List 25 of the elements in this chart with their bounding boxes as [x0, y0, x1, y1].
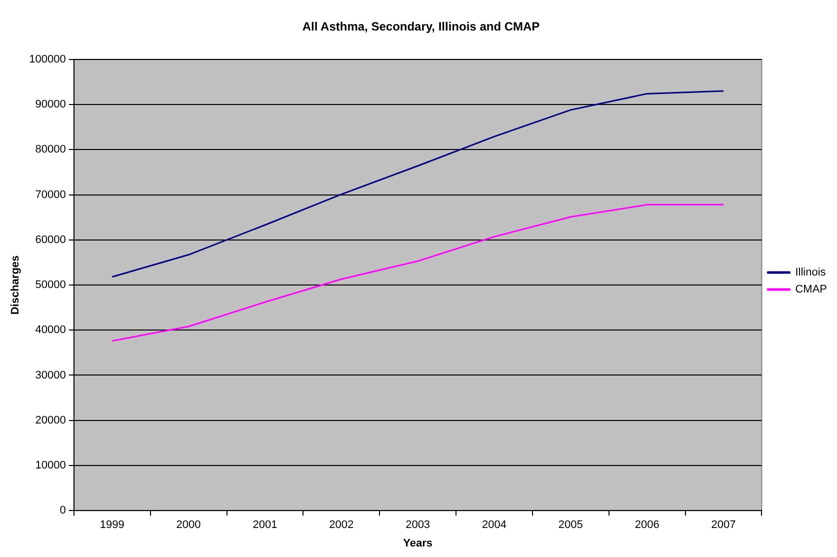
x-axis-title: Years [403, 537, 432, 550]
y-tick-label: 60000 [35, 234, 66, 246]
x-tick-label: 2006 [634, 519, 660, 532]
x-tick-label: 2005 [558, 519, 583, 532]
y-tick-label: 80000 [35, 144, 66, 156]
x-tick-label: 2002 [329, 519, 354, 532]
y-tick-label: 70000 [35, 188, 66, 201]
chart-title: All Asthma, Secondary, Illinois and CMAP [302, 20, 540, 34]
x-tick-label: 2001 [252, 519, 278, 532]
x-tick-label: 1999 [100, 519, 124, 532]
legend-label: Illinois [795, 266, 826, 279]
y-tick-label: 0 [60, 504, 66, 517]
y-tick-label: 20000 [35, 414, 66, 426]
x-tick-label: 2000 [176, 519, 201, 532]
x-tick-label: 2003 [406, 519, 430, 532]
y-tick-label: 100000 [29, 53, 66, 66]
y-tick-label: 50000 [35, 279, 66, 292]
y-tick-label: 30000 [35, 369, 66, 382]
y-tick-label: 90000 [35, 98, 66, 111]
y-tick-label: 10000 [35, 460, 66, 472]
x-tick-label: 2007 [711, 519, 736, 532]
x-tick-label: 2004 [482, 519, 506, 532]
y-axis-title: Discharges [10, 255, 22, 315]
legend-label: CMAP [795, 284, 827, 296]
y-tick-label: 40000 [35, 324, 66, 336]
